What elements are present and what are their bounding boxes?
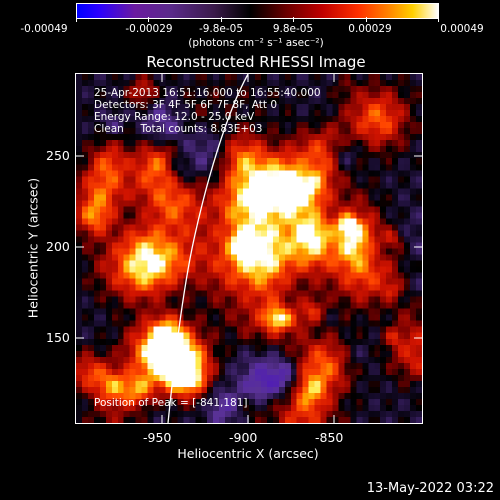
- x-tick-marks: [161, 74, 335, 423]
- x-tick-label: -850: [315, 430, 344, 445]
- colorbar-tick: [148, 17, 149, 22]
- info-energy: Energy Range: 12.0 - 25.0 keV: [94, 111, 255, 123]
- plot-title: Reconstructed RHESSI Image: [146, 53, 366, 71]
- colorbar-tick: [293, 17, 294, 22]
- colorbar-label: 9.8e-05: [272, 23, 314, 35]
- colorbar-label: -0.00029: [125, 23, 173, 35]
- colorbar-tick: [366, 17, 367, 22]
- y-tick-label: 200: [46, 239, 70, 254]
- x-tick-label: -900: [229, 430, 258, 445]
- footer-timestamp: 13-May-2022 03:22: [366, 481, 494, 496]
- solar-limb-line: [167, 74, 249, 423]
- colorbar-label: 0.00049: [440, 23, 484, 35]
- y-tick-marks: [76, 155, 422, 339]
- colorbar-tick: [76, 17, 77, 22]
- info-clean: Clean Total counts: 8.83E+03: [94, 123, 263, 135]
- x-tick-label: -950: [143, 430, 172, 445]
- y-tick-label: 250: [46, 148, 70, 163]
- colorbar: [76, 3, 439, 19]
- colorbar-label: -0.00049: [20, 23, 68, 35]
- info-detectors: Detectors: 3F 4F 5F 6F 7F 8F, Att 0: [94, 99, 278, 111]
- y-tick-label: 150: [46, 330, 70, 345]
- xray-image: [76, 74, 422, 423]
- info-time: 25-Apr-2013 16:51:16.000 to 16:55:40.000: [94, 87, 321, 99]
- info-peak: Position of Peak = [-841,181]: [94, 397, 248, 409]
- y-axis-label: Heliocentric Y (arcsec): [25, 177, 41, 319]
- colorbar-unit: (photons cm⁻² s⁻¹ asec⁻²): [188, 37, 324, 49]
- colorbar-tick: [438, 17, 439, 22]
- colorbar-tick: [221, 17, 222, 22]
- image-plot: [75, 73, 423, 424]
- x-axis-label: Heliocentric X (arcsec): [177, 446, 319, 461]
- colorbar-label: 0.00029: [348, 23, 392, 35]
- limb-overlay: [76, 74, 422, 423]
- colorbar-label: -9.8e-05: [198, 23, 244, 35]
